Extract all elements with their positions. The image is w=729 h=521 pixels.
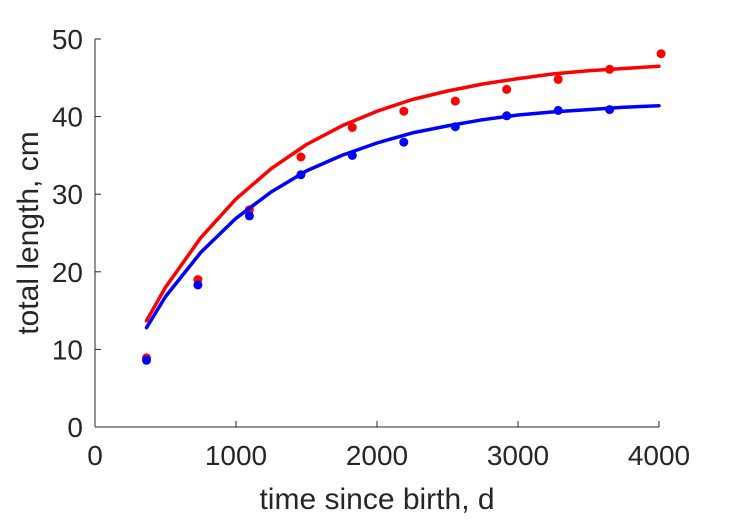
data-point xyxy=(605,64,615,74)
series-layer xyxy=(142,49,666,365)
data-point xyxy=(605,105,615,115)
data-point xyxy=(244,211,254,221)
data-point xyxy=(553,74,563,84)
x-tick-label: 0 xyxy=(87,440,103,471)
data-point xyxy=(296,152,306,162)
fit-curve-line xyxy=(144,64,661,323)
y-tick-label: 40 xyxy=(52,102,83,133)
tick-labels: 0 1000 2000 3000 4000 0 10 20 30 40 50 xyxy=(52,24,690,471)
data-point xyxy=(399,106,409,116)
data-point xyxy=(450,96,460,106)
data-point xyxy=(142,355,151,365)
data-point xyxy=(502,84,512,94)
x-axis-label: time since birth, d xyxy=(259,483,494,516)
data-point xyxy=(296,170,306,180)
data-point xyxy=(450,122,460,132)
data-point xyxy=(553,105,563,115)
data-point xyxy=(347,150,357,160)
y-axis-label: total length, cm xyxy=(12,131,45,334)
y-tick-label: 20 xyxy=(52,257,83,288)
data-point xyxy=(502,111,512,121)
y-tick-label: 10 xyxy=(52,334,83,365)
fit-curve-line xyxy=(144,103,661,330)
data-point xyxy=(347,123,357,132)
data-point xyxy=(399,137,409,147)
data-point xyxy=(193,280,203,290)
series-1 xyxy=(142,103,661,365)
x-tick-label: 3000 xyxy=(487,440,549,471)
series-0 xyxy=(142,49,666,363)
y-tick-label: 30 xyxy=(52,179,83,210)
data-point xyxy=(656,49,666,59)
axes xyxy=(94,39,659,428)
x-tick-label: 2000 xyxy=(346,440,408,471)
y-tick-label: 50 xyxy=(52,24,83,55)
x-tick-label: 4000 xyxy=(628,440,690,471)
y-tick-label: 0 xyxy=(67,412,83,443)
x-tick-label: 1000 xyxy=(205,440,267,471)
